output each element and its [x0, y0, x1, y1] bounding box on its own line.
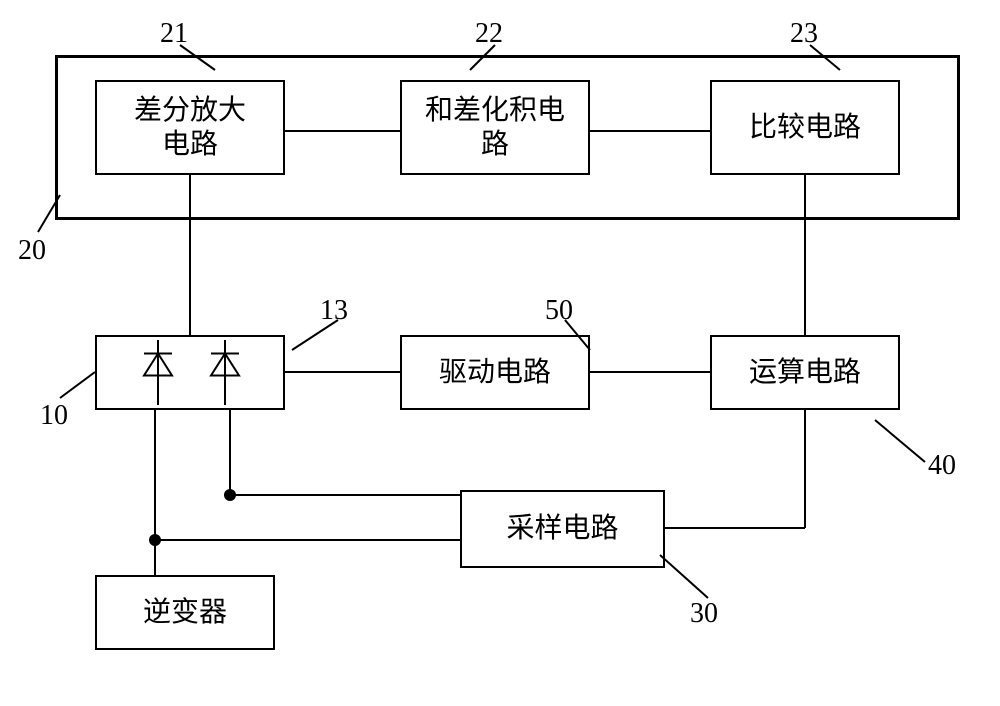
ref-label-13: 13 — [320, 295, 348, 327]
block-inverter-label: 逆变器 — [143, 596, 227, 630]
block-23-label: 比较电路 — [749, 111, 861, 145]
block-30-label: 采样电路 — [506, 512, 618, 546]
block-50-driver: 驱动电路 — [400, 335, 590, 410]
block-40-label: 运算电路 — [749, 356, 861, 390]
block-13-diode-pair — [95, 335, 285, 410]
block-inverter: 逆变器 — [95, 575, 275, 650]
block-30-sampling: 采样电路 — [460, 490, 665, 568]
ref-label-22: 22 — [475, 18, 503, 50]
block-22-label: 和差化积电路 — [425, 94, 565, 161]
block-21-diff-amp: 差分放大电路 — [95, 80, 285, 175]
ref-label-30: 30 — [690, 598, 718, 630]
ref-label-50: 50 — [545, 295, 573, 327]
block-22-sum-diff-product: 和差化积电路 — [400, 80, 590, 175]
block-50-label: 驱动电路 — [439, 356, 551, 390]
ref-label-23: 23 — [790, 18, 818, 50]
ref-label-21: 21 — [160, 18, 188, 50]
block-40-arithmetic: 运算电路 — [710, 335, 900, 410]
ref-label-10: 10 — [40, 400, 68, 432]
ref-label-40: 40 — [928, 450, 956, 482]
block-21-label: 差分放大电路 — [134, 94, 246, 161]
block-23-comparator: 比较电路 — [710, 80, 900, 175]
ref-label-20: 20 — [18, 235, 46, 267]
